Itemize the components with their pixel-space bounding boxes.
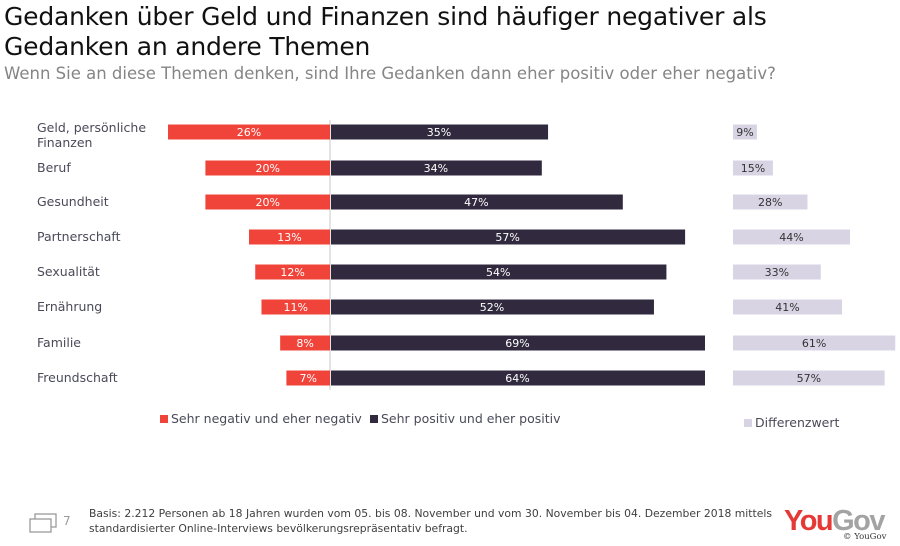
bar-difference-geld-persönliche-finanzen: [733, 124, 757, 140]
legend-swatch-positive: [370, 414, 378, 423]
legend-swatch-negative: [160, 414, 168, 423]
value-label-positive-gesundheit: 47%: [464, 196, 488, 209]
bars-group: Geld, persönliche Finanzen 26% 35% 9% Beruf 20…: [37, 120, 896, 386]
category-label-sexualität: Sexualität: [37, 264, 100, 279]
value-label-negative-familie: 8%: [296, 337, 313, 350]
chart-title: Gedanken über Geld und Finanzen sind häu…: [4, 2, 767, 61]
bar-positive-familie: [331, 335, 705, 351]
legend-label-positive: Sehr positiv und eher positiv: [381, 411, 561, 426]
category-label-line: Ernährung: [37, 299, 102, 314]
value-label-difference-beruf: 15%: [741, 162, 765, 175]
category-label-line: Freundschaft: [37, 370, 118, 385]
category-label-ernährung: Ernährung: [37, 299, 102, 314]
value-label-negative-ernährung: 11%: [284, 301, 308, 314]
bar-difference-familie: [733, 335, 896, 351]
bar-negative-familie: [280, 335, 330, 351]
value-label-negative-freundschaft: 7%: [299, 372, 316, 385]
bar-negative-geld-persönliche-finanzen: [168, 124, 330, 140]
value-label-difference-geld-persönliche-finanzen: 9%: [736, 126, 753, 139]
bar-negative-freundschaft: [286, 370, 330, 386]
value-label-negative-partnerschaft: 13%: [277, 231, 301, 244]
legend-label-difference: Differenzwert: [755, 415, 840, 430]
value-label-negative-beruf: 20%: [255, 162, 279, 175]
category-label-line: Partnerschaft: [37, 229, 121, 244]
legend-item-positive: Sehr positiv und eher positiv: [370, 411, 560, 426]
bar-difference-sexualität: [733, 264, 821, 280]
category-label-line: Familie: [37, 335, 81, 350]
value-label-negative-geld-persönliche-finanzen: 26%: [237, 126, 261, 139]
value-label-negative-gesundheit: 20%: [255, 196, 279, 209]
value-label-difference-gesundheit: 28%: [758, 196, 782, 209]
value-label-positive-ernährung: 52%: [480, 301, 504, 314]
category-label-freundschaft: Freundschaft: [37, 370, 118, 385]
page-number: 7: [63, 514, 71, 528]
bar-difference-ernährung: [733, 299, 843, 315]
bar-negative-ernährung: [261, 299, 330, 315]
copyright-note: © YouGov: [843, 532, 887, 542]
value-label-negative-sexualität: 12%: [280, 266, 304, 279]
value-label-positive-beruf: 34%: [424, 162, 448, 175]
legend-label-negative: Sehr negativ und eher negativ: [171, 411, 362, 426]
category-label-line: Finanzen: [37, 135, 92, 150]
category-label-partnerschaft: Partnerschaft: [37, 229, 121, 244]
value-label-difference-partnerschaft: 44%: [779, 231, 803, 244]
bar-negative-beruf: [205, 160, 330, 176]
value-label-difference-freundschaft: 57%: [797, 372, 821, 385]
bar-positive-geld-persönliche-finanzen: [331, 124, 549, 140]
slides-icon: [29, 513, 57, 533]
bar-difference-gesundheit: [733, 194, 808, 210]
bar-positive-sexualität: [331, 264, 667, 280]
basis-note: Basis: 2.212 Personen ab 18 Jahren wurde…: [89, 507, 773, 535]
logo-you: You: [784, 505, 834, 537]
chart-subtitle: Wenn Sie an diese Themen denken, sind Ih…: [4, 64, 776, 83]
value-label-positive-partnerschaft: 57%: [495, 231, 519, 244]
bar-positive-freundschaft: [331, 370, 705, 386]
bar-difference-freundschaft: [733, 370, 885, 386]
value-label-difference-familie: 61%: [802, 337, 826, 350]
category-label-line: Beruf: [37, 160, 71, 175]
category-label-line: Geld, persönliche: [37, 120, 146, 135]
value-label-positive-sexualität: 54%: [486, 266, 510, 279]
bar-negative-partnerschaft: [249, 229, 330, 245]
bar-positive-ernährung: [331, 299, 654, 315]
yougov-logo: YouGov: [784, 505, 886, 538]
category-label-beruf: Beruf: [37, 160, 71, 175]
bar-negative-gesundheit: [205, 194, 330, 210]
logo-gov: Gov: [832, 505, 885, 537]
value-label-difference-ernährung: 41%: [775, 301, 799, 314]
category-label-geld-persönliche-finanzen: Geld, persönliche Finanzen: [37, 120, 146, 150]
bar-positive-gesundheit: [331, 194, 623, 210]
value-label-difference-sexualität: 33%: [765, 266, 789, 279]
category-label-line: Gesundheit: [37, 194, 109, 209]
category-label-familie: Familie: [37, 335, 81, 350]
bar-positive-partnerschaft: [331, 229, 686, 245]
category-label-line: Sexualität: [37, 264, 100, 279]
legend-item-negative: Sehr negativ und eher negativ: [160, 411, 362, 426]
legend-swatch-difference: [744, 418, 752, 427]
bar-difference-beruf: [733, 160, 773, 176]
bar-positive-beruf: [331, 160, 542, 176]
bar-negative-sexualität: [255, 264, 330, 280]
bar-difference-partnerschaft: [733, 229, 851, 245]
legend-item-difference: Differenzwert: [744, 415, 839, 430]
category-label-gesundheit: Gesundheit: [37, 194, 109, 209]
value-label-positive-geld-persönliche-finanzen: 35%: [427, 126, 451, 139]
value-label-positive-familie: 69%: [505, 337, 529, 350]
value-label-positive-freundschaft: 64%: [505, 372, 529, 385]
